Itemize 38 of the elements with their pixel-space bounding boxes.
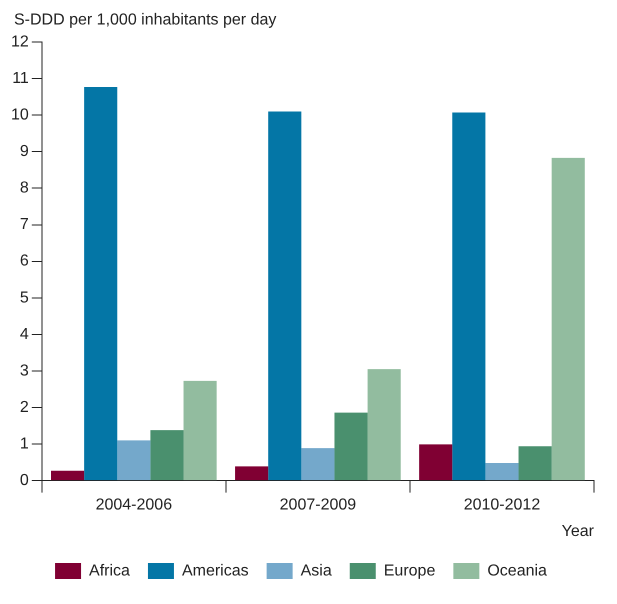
legend-label: Africa [89,562,130,580]
y-tick-label: 0 [20,472,29,490]
bar [452,112,486,480]
bar [268,111,302,480]
bar [235,466,268,480]
legend-label: Oceania [487,562,548,580]
y-tick-label: 1 [20,435,29,452]
bar [184,380,217,480]
y-tick-label: 10 [11,106,29,124]
y-tick-label: 7 [20,216,29,234]
y-tick-label: 11 [12,70,29,87]
bar [117,440,150,480]
bar [334,412,368,480]
bar [518,446,552,480]
legend-label: Asia [300,562,332,580]
y-tick-label: 3 [20,362,29,380]
bar [150,430,184,480]
x-tick-label: 2010-2012 [464,496,540,514]
y-tick-label: 4 [20,326,29,343]
bar [485,463,519,480]
y-tick-label: 9 [20,143,29,160]
y-axis-title: S-DDD per 1,000 inhabitants per day [14,11,276,28]
x-tick-label: 2004-2006 [96,496,172,514]
bar [84,86,118,480]
y-tick-label: 5 [20,289,29,306]
bar [552,158,585,480]
bar [419,444,452,480]
x-tick-label: 2007-2009 [280,496,356,514]
legend-label: Americas [182,562,249,580]
bar [368,369,401,480]
bar [51,470,84,480]
bar [301,448,334,480]
y-tick-label: 2 [20,398,29,416]
y-tick-label: 12 [11,33,29,50]
legend-label: Europe [384,562,436,580]
x-axis-title: Year [562,522,595,540]
y-tick-label: 6 [20,252,29,270]
y-tick-label: 8 [20,180,29,197]
